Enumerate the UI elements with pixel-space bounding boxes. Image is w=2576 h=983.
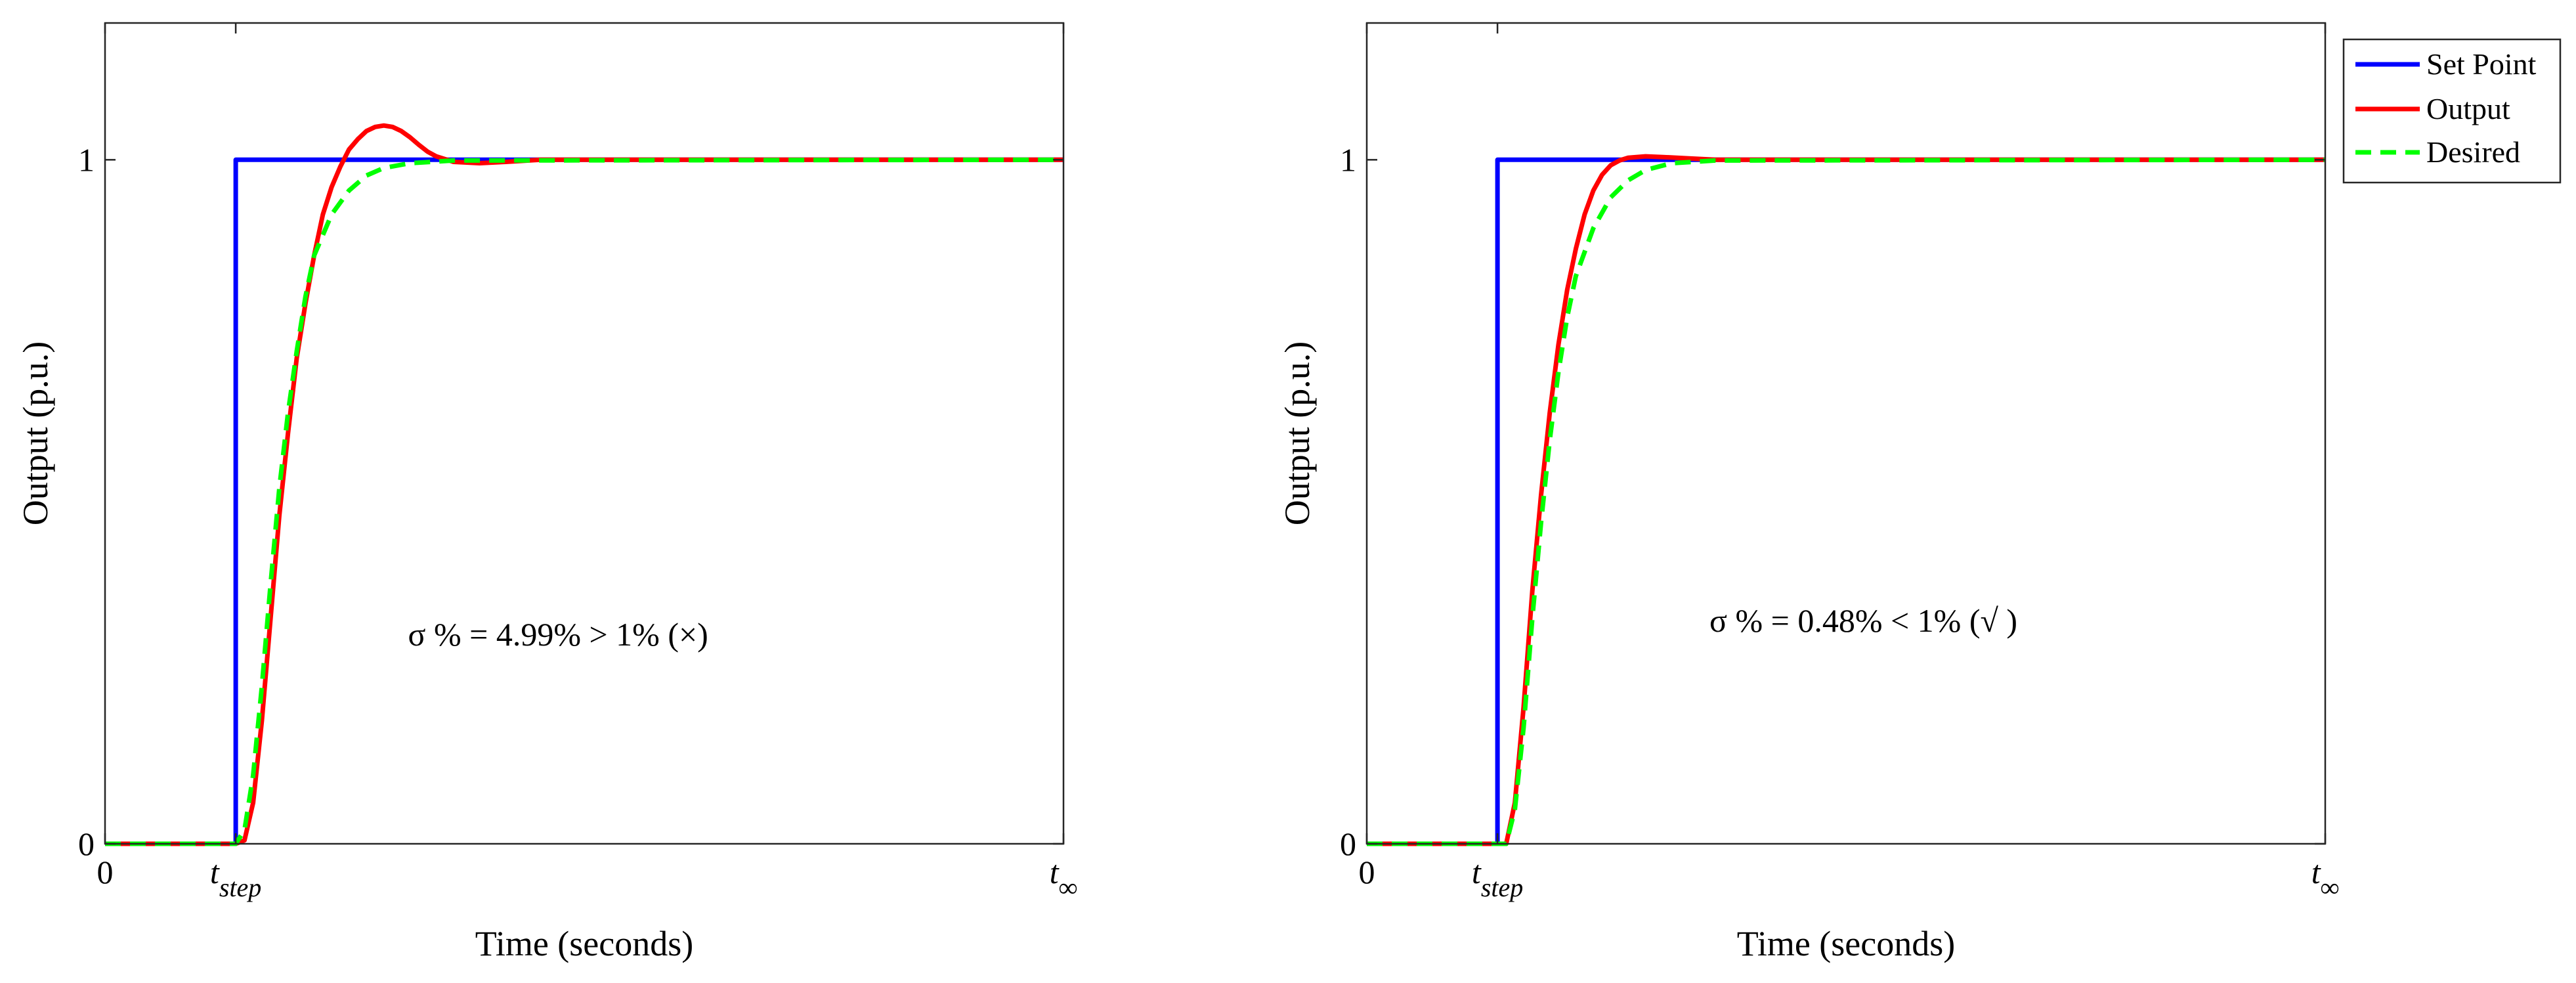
chart-left-y-tick-label: 0: [78, 825, 95, 862]
chart-right-x-tick-label: 0: [1359, 854, 1375, 890]
chart-left-x-tick-label: t∞: [1050, 854, 1077, 902]
legend: Set Point Output Desired: [2342, 38, 2562, 184]
chart-right-y-tick-label: 0: [1340, 825, 1356, 862]
chart-left-ticks: 0 1 0 tstep t∞: [78, 23, 1077, 902]
chart-right-frame: [1365, 22, 2327, 845]
chart-left-x-axis-title: Time (seconds): [475, 924, 694, 963]
chart-right-y-tick-label: 1: [1340, 141, 1356, 178]
chart-right-x-tick-label: t∞: [2311, 854, 2339, 902]
chart-right-x-tick-label: tstep: [1472, 854, 1523, 902]
chart-right: 010 tstep t∞ Time (seconds) Output (p.u.) …: [1277, 22, 2339, 963]
chart-left: 010 tstep t∞ Time (seconds) Output (p.u.) …: [16, 22, 1077, 963]
chart-right-series-output: [1367, 154, 2325, 846]
chart-left-annotation: σ % = 4.99% > 1% (×): [408, 616, 708, 653]
chart-right-series-desired: [1367, 157, 2326, 846]
chart-left-y-axis-title: Output (p.u.): [16, 341, 55, 525]
chart-right-annotation: σ % = 0.48% < 1% (√ ): [1709, 602, 2017, 639]
legend-label-set-point: Set Point: [2426, 47, 2537, 81]
legend-label-output: Output: [2426, 92, 2510, 125]
legend-label-desired: Desired: [2426, 135, 2520, 169]
chart-left-x-tick-label: 0: [97, 854, 114, 890]
chart-right-x-axis-title: Time (seconds): [1737, 924, 1956, 963]
chart-left-y-tick-label: 1: [78, 141, 95, 178]
chart-left-series-output: [105, 123, 1063, 846]
chart-left-frame: [104, 22, 1065, 845]
chart-left-x-tick-label: tstep: [210, 854, 261, 902]
chart-right-y-axis-title: Output (p.u.): [1277, 341, 1317, 525]
chart-right-ticks: 0 1 0 tstep t∞: [1340, 23, 2339, 902]
chart-left-series-desired: [105, 157, 1064, 846]
